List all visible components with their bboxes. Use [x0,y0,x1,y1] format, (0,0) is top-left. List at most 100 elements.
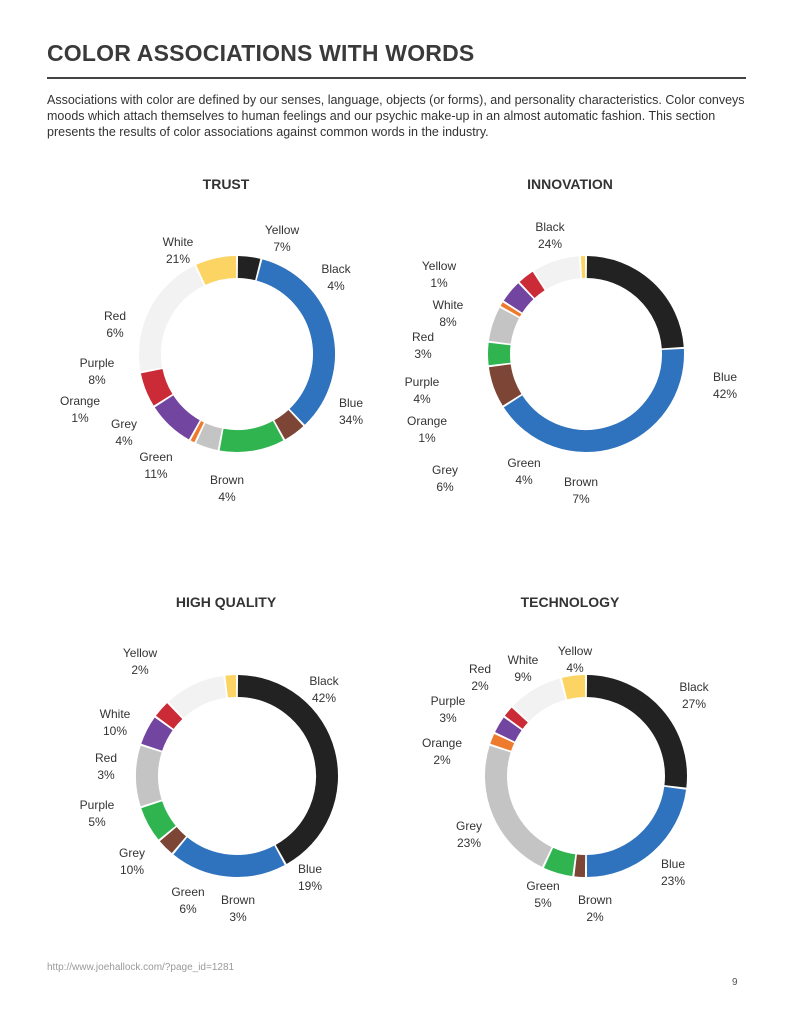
slice-value-orange: 2% [433,753,451,767]
slice-blue [256,259,335,425]
slice-label-white: White [433,298,464,312]
slice-yellow [196,256,237,286]
page-title: COLOR ASSOCIATIONS WITH WORDS [47,40,475,66]
slice-label-green: Green [171,885,204,899]
slice-red [504,707,528,730]
slice-value-grey: 23% [457,836,481,850]
slice-label-green: Green [139,450,172,464]
slice-black [237,675,338,864]
slice-green [543,847,576,877]
slice-value-red: 2% [471,679,489,693]
slice-yellow [561,675,586,700]
slice-label-brown: Brown [564,475,598,489]
slice-orange [500,302,522,317]
slice-value-yellow: 7% [273,240,291,254]
slice-label-brown: Brown [221,893,255,907]
slice-grey [136,745,162,807]
slice-purple [141,717,173,752]
slice-label-blue: Blue [339,396,363,410]
slice-label-purple: Purple [405,375,440,389]
slice-brown [159,826,187,854]
slice-value-orange: 1% [71,411,89,425]
slice-label-blue: Blue [661,857,685,871]
slice-label-red: Red [412,330,434,344]
slice-yellow [225,675,237,698]
slice-value-brown: 4% [218,490,236,504]
slice-label-black: Black [679,680,709,694]
slice-value-green: 11% [144,467,167,481]
chart-title-trust: TRUST [202,176,250,192]
slice-label-brown: Brown [210,473,244,487]
chart-title-high-quality: HIGH QUALITY [175,594,277,610]
chart-title-innovation: INNOVATION [527,176,613,192]
slice-red [519,271,545,299]
slice-label-yellow: Yellow [422,259,457,273]
slice-red [155,703,183,730]
slice-brown [574,854,586,877]
slice-red [140,368,173,406]
slice-label-orange: Orange [422,736,462,750]
slice-label-yellow: Yellow [123,646,158,660]
slice-value-black: 27% [682,697,706,711]
slice-label-green: Green [507,456,540,470]
slice-value-orange: 1% [418,431,436,445]
slice-white [513,678,566,722]
chart-title-technology: TECHNOLOGY [520,594,620,610]
slice-label-grey: Grey [456,819,482,833]
slice-label-grey: Grey [119,846,145,860]
slice-value-green: 4% [515,473,533,487]
slice-value-red: 3% [414,347,432,361]
slice-label-blue: Blue [298,862,322,876]
slice-black [237,256,261,281]
slice-value-blue: 23% [661,874,685,888]
slice-white [168,675,227,719]
slice-label-purple: Purple [80,356,115,370]
slice-label-red: Red [95,751,117,765]
slice-label-white: White [163,235,194,249]
slice-value-purple: 3% [439,711,457,725]
slice-value-red: 6% [106,326,124,340]
slice-green [488,342,511,366]
slice-label-yellow: Yellow [558,644,593,658]
slice-green [141,800,176,840]
slice-value-blue: 42% [713,387,737,401]
slice-value-red: 3% [97,768,115,782]
slice-white [139,265,205,372]
slice-brown [274,409,304,440]
slice-value-black: 42% [312,691,336,705]
slice-value-brown: 3% [229,910,247,924]
slice-black [586,256,684,349]
slice-label-white: White [508,653,539,667]
slice-value-blue: 19% [298,879,322,893]
slice-label-green: Green [526,879,559,893]
slice-label-purple: Purple [431,694,466,708]
slice-value-white: 9% [514,670,532,684]
slice-value-green: 5% [534,896,552,910]
slice-label-orange: Orange [407,414,447,428]
slice-grey [488,307,520,345]
slice-value-grey: 10% [120,863,144,877]
slice-white [534,256,581,290]
slice-green [219,420,284,452]
slice-value-green: 6% [179,902,197,916]
slice-blue [173,837,285,877]
slice-value-brown: 7% [572,492,590,506]
slice-value-purple: 4% [413,392,431,406]
slice-value-blue: 34% [339,413,363,427]
source-url: http://www.joehallock.com/?page_id=1281 [47,962,235,973]
slice-label-purple: Purple [80,798,115,812]
slice-value-white: 21% [166,252,190,266]
slice-brown [488,363,522,406]
slice-value-white: 10% [103,724,127,738]
slice-label-white: White [100,707,131,721]
slice-value-white: 8% [439,315,457,329]
slice-label-red: Red [469,662,491,676]
slice-label-black: Black [321,262,351,276]
title-divider [47,77,746,79]
slice-label-orange: Orange [60,394,100,408]
slice-label-black: Black [535,220,565,234]
slice-label-yellow: Yellow [265,223,300,237]
slice-value-yellow: 1% [430,276,448,290]
